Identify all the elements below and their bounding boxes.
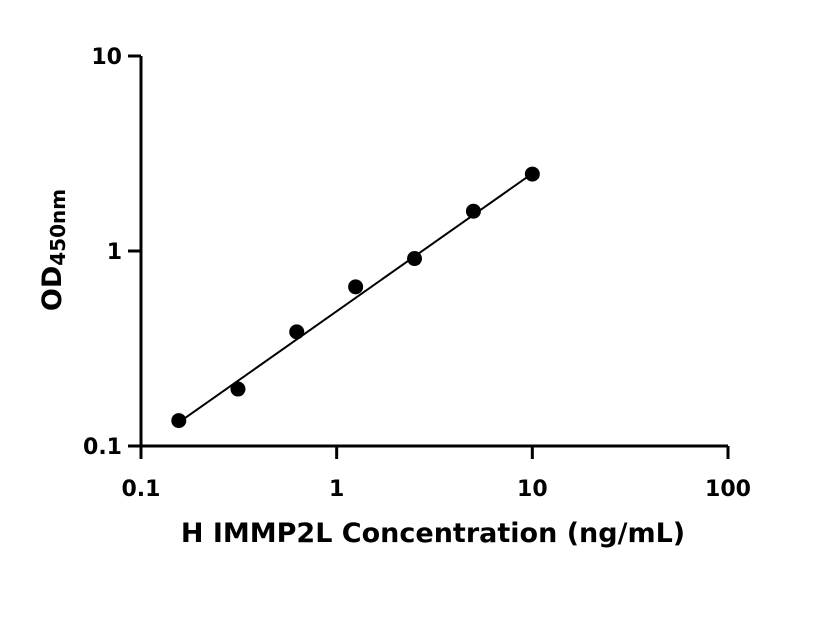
- y-axis-title-sub: 450nm: [46, 189, 70, 266]
- data-point: [465, 203, 481, 219]
- x-tick-label: 1: [329, 477, 344, 502]
- x-axis-title: H IMMP2L Concentration (ng/mL): [181, 518, 685, 549]
- y-axis-title: OD450nm: [37, 189, 70, 311]
- x-tick-label: 100: [705, 477, 751, 502]
- data-points: [171, 166, 540, 429]
- x-tick-label: 0.1: [122, 477, 161, 502]
- y-axis-title-main: OD: [37, 266, 68, 311]
- data-point: [171, 413, 187, 429]
- y-tick-label: 10: [91, 45, 122, 70]
- x-ticks: 0.1 1 10 100: [122, 446, 751, 502]
- y-tick-label: 0.1: [83, 435, 122, 460]
- data-point: [407, 251, 423, 267]
- data-point: [289, 324, 305, 340]
- data-point: [230, 381, 246, 397]
- y-tick-label: 1: [107, 240, 122, 265]
- data-point: [524, 166, 540, 182]
- x-tick-label: 10: [517, 477, 548, 502]
- data-point: [348, 279, 364, 295]
- y-ticks: 0.1 1 10: [83, 45, 141, 460]
